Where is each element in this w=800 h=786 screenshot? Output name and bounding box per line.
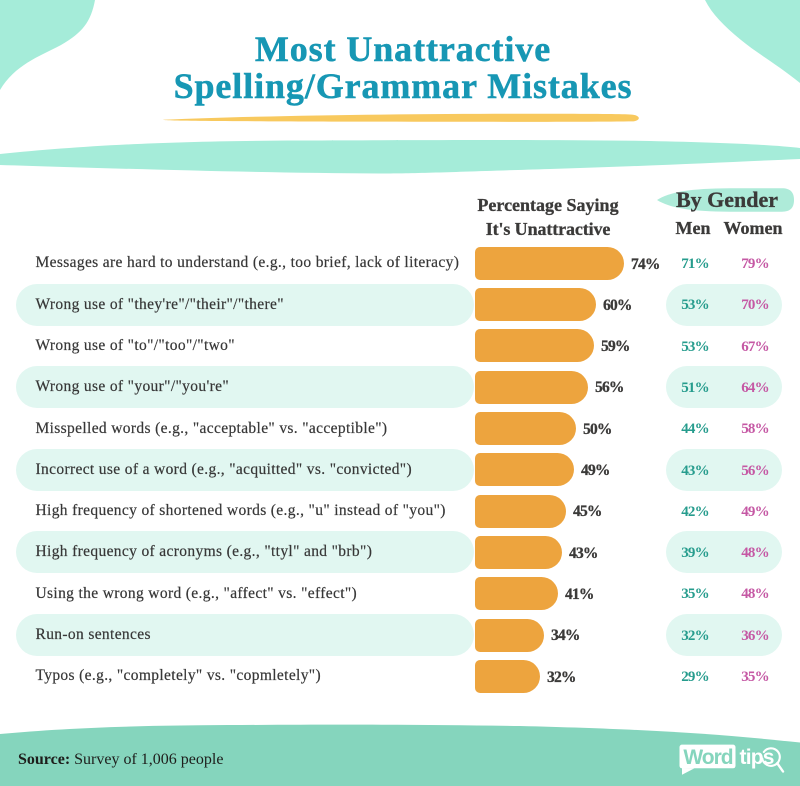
svg-text:tips: tips [740,746,774,769]
svg-text:Word: Word [683,746,732,769]
